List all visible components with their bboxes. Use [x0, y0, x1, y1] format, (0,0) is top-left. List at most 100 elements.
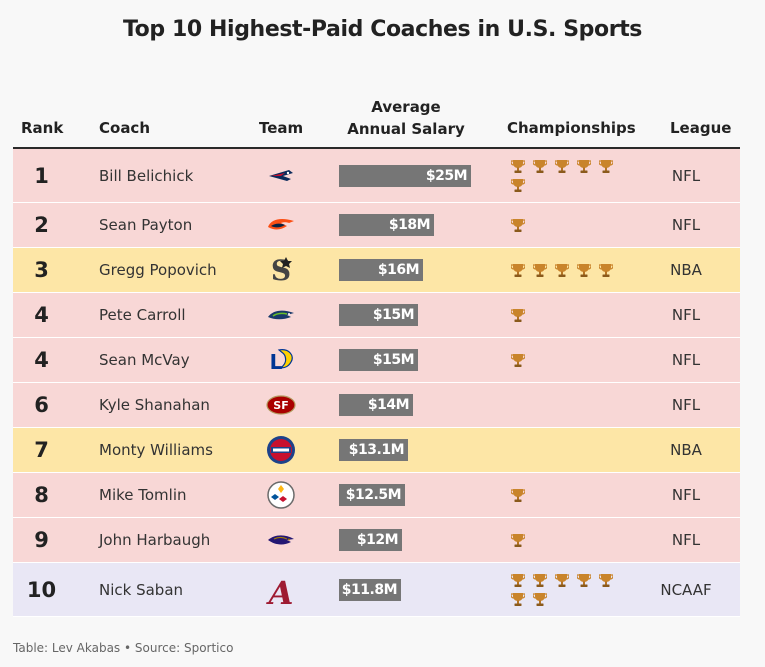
- trophy-icon: [532, 157, 554, 176]
- coach-name: Sean McVay: [99, 351, 190, 369]
- salary-label: $25M: [425, 167, 468, 184]
- salary-bar: $11.8M: [339, 578, 401, 601]
- salary-label: $18M: [388, 217, 431, 233]
- rank-cell: 6: [34, 393, 49, 417]
- salary-label: $15M: [372, 307, 415, 323]
- baltimore-ravens-logo-icon: [265, 524, 297, 556]
- header-team: Team: [259, 119, 304, 137]
- rank-cell: 10: [26, 577, 57, 602]
- league-cell: NFL: [671, 531, 701, 549]
- championship-trophies: [510, 216, 620, 235]
- coach-name: Mike Tomlin: [99, 486, 187, 504]
- trophy-icon: [554, 157, 576, 176]
- coach-name: Nick Saban: [99, 580, 184, 599]
- championship-trophies: [510, 571, 620, 609]
- seattle-seahawks-logo-icon: [265, 299, 297, 331]
- rank-cell: 3: [34, 258, 49, 282]
- championship-trophies: [510, 261, 620, 280]
- trophy-icon: [510, 531, 532, 550]
- championship-trophies: [510, 351, 620, 370]
- salary-bar: $13.1M: [339, 439, 408, 461]
- new-england-patriots-logo-icon: [265, 160, 297, 192]
- league-cell: NFL: [671, 216, 701, 234]
- denver-broncos-logo-icon: [265, 209, 297, 241]
- table-row: 7 Monty Williams $13.1M NBA: [13, 428, 740, 473]
- salary-bar: $25M: [339, 164, 471, 187]
- pittsburgh-steelers-logo-icon: [265, 479, 297, 511]
- championship-trophies: [510, 157, 620, 195]
- table-row: 4 Pete Carroll $15M NFL: [13, 293, 740, 338]
- trophy-icon: [510, 351, 532, 370]
- coach-name: Sean Payton: [99, 216, 193, 234]
- league-cell: NFL: [671, 396, 701, 414]
- header-divider: [13, 147, 740, 149]
- header-salary-line2: Annual Salary: [347, 120, 465, 138]
- table-row: 4 Sean McVay L $15M NFL: [13, 338, 740, 383]
- rank-cell: 4: [34, 348, 49, 372]
- trophy-icon: [598, 571, 620, 590]
- rank-cell: 2: [34, 213, 49, 237]
- table-row: 8 Mike Tomlin $12.5M NFL: [13, 473, 740, 518]
- championship-trophies: [510, 531, 620, 550]
- table-row: 6 Kyle Shanahan SF $14M NFL: [13, 383, 740, 428]
- trophy-icon: [510, 157, 532, 176]
- salary-label: $12M: [356, 532, 399, 548]
- table-row: 2 Sean Payton $18M NFL: [13, 203, 740, 248]
- salary-bar: $15M: [339, 349, 418, 371]
- svg-text:SF: SF: [273, 399, 288, 412]
- san-antonio-spurs-logo-icon: S: [265, 254, 297, 287]
- san-francisco-49ers-logo-icon: SF: [265, 389, 297, 421]
- table-row: 10 Nick Saban A $11.8M NCAAF: [13, 563, 740, 617]
- salary-bar: $12.5M: [339, 484, 405, 506]
- championship-trophies: [510, 306, 620, 325]
- trophy-icon: [598, 261, 620, 280]
- salary-bar: $16M: [339, 259, 423, 281]
- salary-bar: $14M: [339, 394, 413, 416]
- trophy-icon: [554, 261, 576, 280]
- league-cell: NFL: [671, 486, 701, 504]
- rank-cell: 1: [34, 163, 49, 188]
- rank-cell: 4: [34, 303, 49, 327]
- salary-label: $12.5M: [345, 487, 402, 503]
- trophy-icon: [510, 486, 532, 505]
- detroit-pistons-logo-icon: [265, 434, 297, 466]
- trophy-icon: [532, 590, 554, 609]
- salary-label: $16M: [377, 262, 420, 278]
- championship-trophies: [510, 486, 620, 505]
- rank-cell: 8: [34, 483, 49, 507]
- rank-cell: 7: [34, 438, 49, 462]
- svg-text:L: L: [270, 350, 283, 374]
- header-coach: Coach: [99, 119, 151, 137]
- league-cell: NFL: [671, 351, 701, 369]
- trophy-icon: [576, 261, 598, 280]
- table-row: 1 Bill Belichick $25M NFL: [13, 149, 740, 203]
- trophy-icon: [554, 571, 576, 590]
- table-row: 9 John Harbaugh $12M NFL: [13, 518, 740, 563]
- los-angeles-rams-logo-icon: L: [265, 344, 297, 376]
- salary-bar: $15M: [339, 304, 418, 326]
- trophy-icon: [576, 157, 598, 176]
- trophy-icon: [576, 571, 598, 590]
- league-cell: NBA: [670, 261, 702, 279]
- trophy-icon: [510, 216, 532, 235]
- table-row: 3 Gregg Popovich S $16M NBA: [13, 248, 740, 293]
- rank-cell: 9: [34, 528, 49, 552]
- header-salary: Average Annual Salary: [336, 96, 476, 140]
- trophy-icon: [532, 571, 554, 590]
- alabama-crimson-tide-logo-icon: A: [265, 574, 297, 612]
- svg-text:S: S: [271, 254, 291, 286]
- coach-name: Monty Williams: [99, 441, 213, 459]
- trophy-icon: [510, 176, 532, 195]
- header-rank: Rank: [21, 119, 64, 137]
- coach-name: Pete Carroll: [99, 306, 186, 324]
- league-cell: NFL: [671, 306, 701, 324]
- trophy-icon: [510, 261, 532, 280]
- salary-label: $14M: [367, 397, 410, 413]
- trophy-icon: [598, 157, 620, 176]
- salary-label: $11.8M: [341, 581, 398, 598]
- source-note: Table: Lev Akabas • Source: Sportico: [13, 641, 234, 655]
- salary-label: $15M: [372, 352, 415, 368]
- header-league: League: [670, 119, 732, 137]
- header-salary-line1: Average: [371, 98, 441, 116]
- salary-label: $13.1M: [348, 442, 405, 458]
